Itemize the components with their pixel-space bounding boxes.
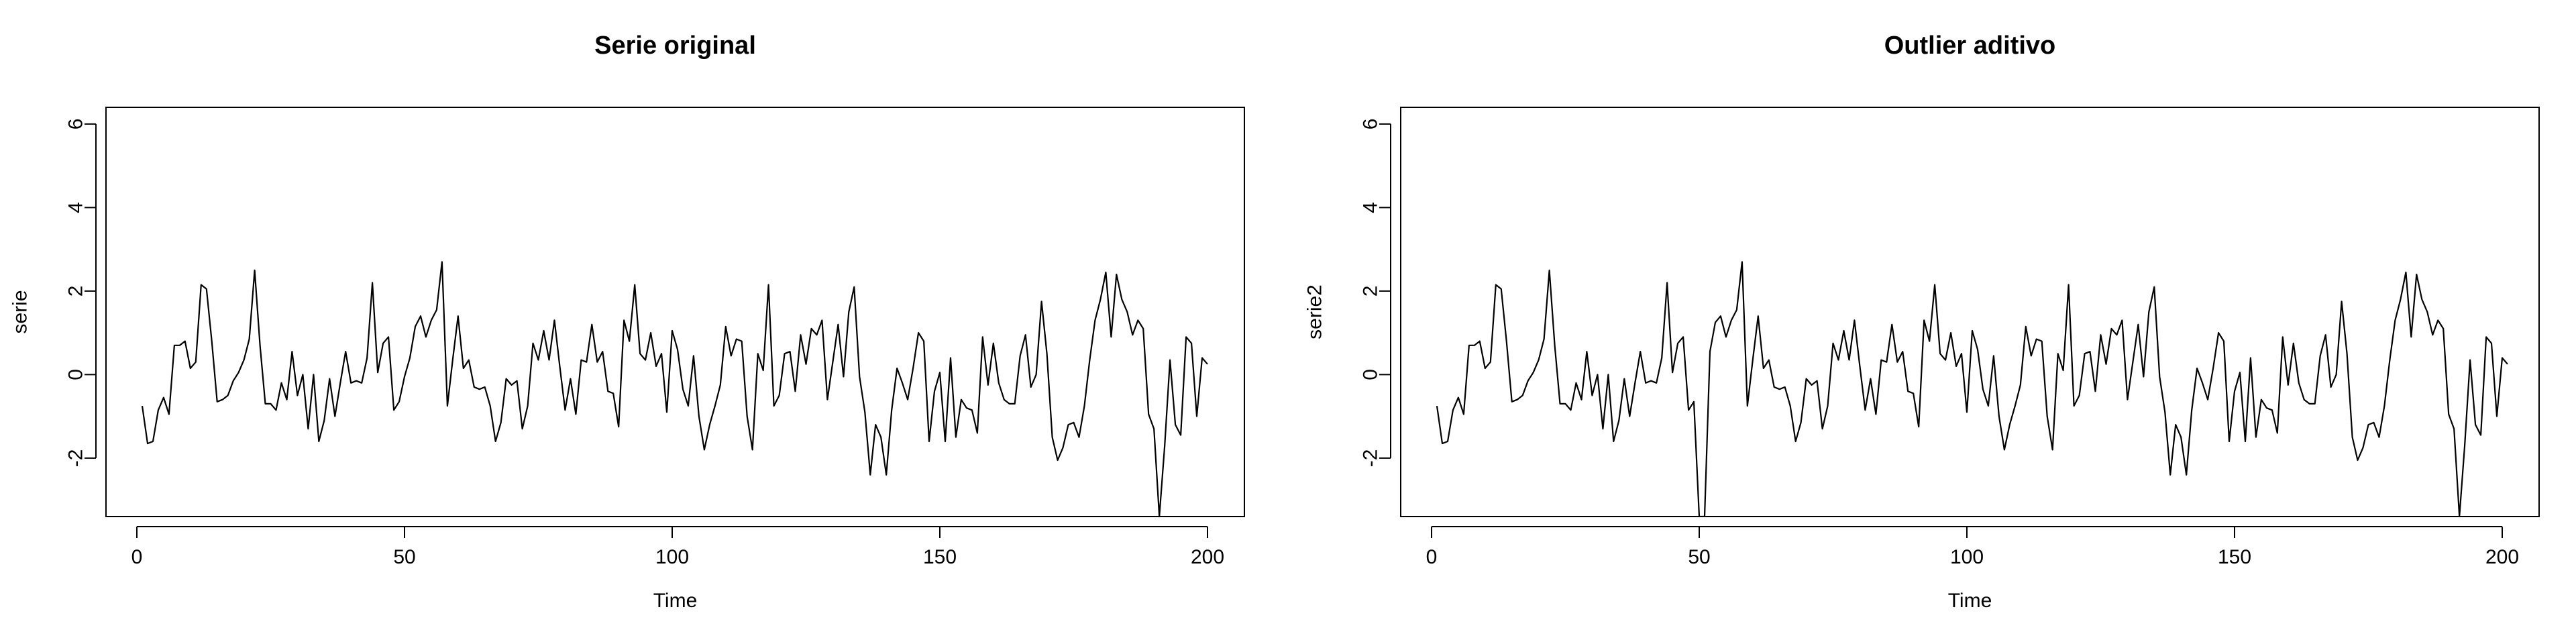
x-axis: 0 50 100 150 200 bbox=[1426, 526, 2519, 568]
x-tick-label: 100 bbox=[1950, 546, 1984, 568]
x-tick-label: 100 bbox=[655, 546, 689, 568]
chart-panel-1: Serie original 0 50 100 150 200 Time -2 0 2 4 6 seri… bbox=[9, 32, 1245, 612]
y-tick-label: 4 bbox=[1360, 202, 1382, 213]
y-tick-label: 2 bbox=[1360, 286, 1382, 297]
series-line-1 bbox=[141, 261, 1208, 517]
y-axis-label: serie2 bbox=[1304, 284, 1326, 339]
x-axis: 0 50 100 150 200 bbox=[131, 526, 1224, 568]
x-tick-label: 200 bbox=[2485, 546, 2519, 568]
y-tick-label: 6 bbox=[65, 119, 87, 130]
plot-frame bbox=[1400, 107, 2540, 517]
plot-frame bbox=[105, 107, 1245, 517]
y-axis: -2 0 2 4 6 bbox=[65, 119, 97, 468]
y-tick-label: -2 bbox=[65, 449, 87, 468]
chart-title: Outlier aditivo bbox=[1884, 32, 2055, 60]
y-axis: -2 0 2 4 6 bbox=[1360, 119, 1391, 468]
x-tick-label: 150 bbox=[2218, 546, 2251, 568]
series-line-1 bbox=[1436, 261, 2508, 517]
y-tick-label: 4 bbox=[65, 202, 87, 213]
x-axis-label: Time bbox=[1948, 590, 1992, 612]
x-tick-label: 150 bbox=[923, 546, 957, 568]
x-tick-label: 0 bbox=[131, 546, 143, 568]
x-axis-label: Time bbox=[653, 590, 698, 612]
y-tick-label: 6 bbox=[1360, 119, 1382, 130]
y-tick-label: 2 bbox=[65, 286, 87, 297]
y-tick-label: -2 bbox=[1360, 449, 1382, 468]
chart-title: Serie original bbox=[594, 32, 756, 60]
x-tick-label: 200 bbox=[1191, 546, 1224, 568]
y-tick-label: 0 bbox=[1360, 369, 1382, 380]
x-tick-label: 0 bbox=[1426, 546, 1438, 568]
chart-panel-2: Outlier aditivo 0 50 100 150 200 Time -2 0 2 4 6 ser… bbox=[1304, 32, 2540, 612]
y-tick-label: 0 bbox=[65, 369, 87, 380]
x-tick-label: 50 bbox=[1688, 546, 1710, 568]
x-tick-label: 50 bbox=[393, 546, 415, 568]
y-axis-label: serie bbox=[9, 290, 32, 333]
